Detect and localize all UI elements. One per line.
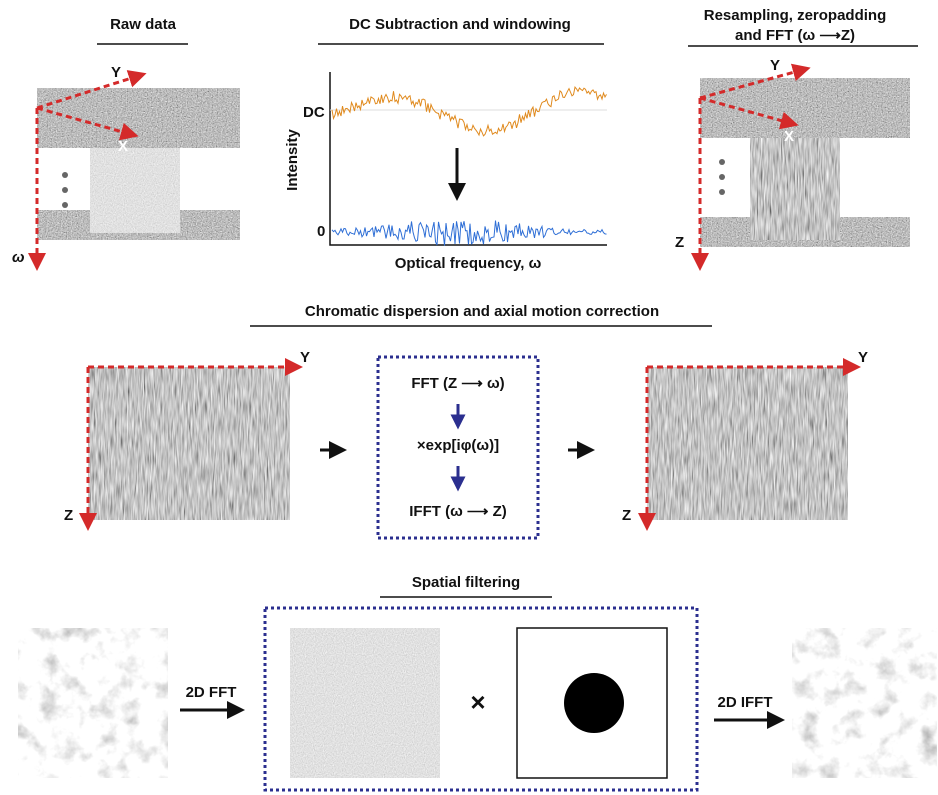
spectrum [290,628,440,778]
tick-label: 0 [317,223,325,240]
axis-label: Y [300,349,310,366]
axis-label: ω [12,249,25,266]
label: 2D FFT [186,684,237,701]
en-face-before [18,628,168,778]
axis-label: X [784,128,794,145]
times: × [470,687,485,717]
axis-label: Z [64,507,73,524]
section-title: Chromatic dispersion and axial motion co… [305,303,659,320]
raw-signal [332,87,607,136]
page: Raw data Y X ω DC Subtraction and window… [0,0,938,795]
step: ×exp[iφ(ω)] [417,437,499,454]
panel-title: and FFT (ω ⟶Z) [735,27,855,44]
section-title: Spatial filtering [412,574,520,591]
tick-label: DC [303,104,325,121]
resample-stack [700,70,910,262]
axis-label: Y [111,64,121,81]
axis-label: Y [770,57,780,74]
label: 2D IFFT [718,694,773,711]
bscan-before [88,367,290,520]
axis-label: Z [675,234,684,251]
panel-title: Raw data [110,16,177,33]
axis-label: X [118,138,128,155]
plane [37,88,240,128]
x-axis-label: Optical frequency, ω [395,255,542,272]
raw-stack [37,76,240,262]
figure: Raw data Y X ω DC Subtraction and window… [0,0,938,795]
panel-title: DC Subtraction and windowing [349,16,571,33]
step: IFFT (ω ⟶ Z) [409,503,507,520]
filtered-signal [332,221,607,246]
axes [330,72,607,245]
panel-title: Resampling, zeropadding [704,7,887,24]
y-axis-label: Intensity [284,129,301,191]
pass-region [564,673,624,733]
volume [750,118,840,240]
axis-label: Z [622,507,631,524]
plane [700,78,910,118]
axis-label: Y [858,349,868,366]
en-face-after [792,628,937,778]
bscan-after [647,367,848,520]
step: FFT (Z ⟶ ω) [411,375,504,392]
